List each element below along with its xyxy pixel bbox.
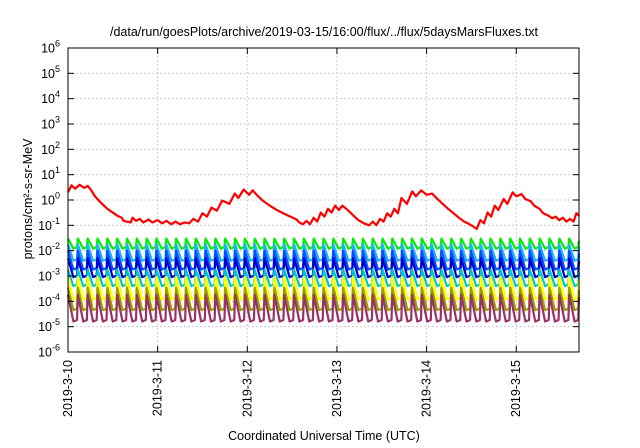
- x-axis-label: Coordinated Universal Time (UTC): [228, 429, 420, 443]
- plot-frame: [67, 47, 580, 353]
- y-tick-exponent: -4: [52, 292, 60, 302]
- y-tick-exponent: -1: [52, 216, 60, 226]
- y-tick-exponent: -2: [52, 241, 60, 251]
- x-tick-label: 2019-3-10: [61, 360, 75, 417]
- y-tick-exponent: 1: [55, 165, 60, 175]
- y-tick-label: 10-1: [38, 216, 60, 233]
- x-tick-label: 2019-3-15: [509, 360, 523, 417]
- chart-title: /data/run/goesPlots/archive/2019-03-15/1…: [110, 25, 539, 39]
- x-tick-label: 2019-3-12: [240, 360, 254, 417]
- y-tick-label: 101: [41, 165, 60, 182]
- x-tick-label: 2019-3-11: [151, 360, 165, 416]
- y-tick-exponent: 2: [55, 140, 60, 150]
- y-tick-label: 10-5: [38, 317, 60, 334]
- y-tick-labels: 10-610-510-410-310-210-11001011021031041…: [38, 39, 60, 360]
- y-tick-label: 105: [41, 64, 60, 81]
- series-layer: [66, 183, 581, 323]
- y-tick-label: 100: [41, 191, 60, 208]
- axes: [67, 47, 580, 353]
- y-tick-label: 10-4: [38, 292, 60, 309]
- y-tick-exponent: 0: [55, 191, 60, 201]
- y-tick-label: 103: [41, 115, 60, 132]
- series-line-9: [66, 293, 581, 323]
- series-line-1: [67, 183, 580, 231]
- y-tick-exponent: 3: [55, 115, 60, 125]
- x-tick-label: 2019-3-13: [330, 360, 344, 417]
- y-tick-label: 104: [41, 89, 60, 106]
- y-tick-exponent: -3: [52, 267, 60, 277]
- y-tick-exponent: 4: [55, 89, 60, 99]
- y-tick-exponent: 5: [55, 64, 60, 74]
- y-tick-exponent: 6: [55, 39, 60, 49]
- y-tick-label: 102: [41, 140, 60, 157]
- y-tick-label: 10-6: [38, 343, 60, 360]
- y-axis-label: protons/cm²-s-sr-MeV: [21, 138, 35, 260]
- y-tick-exponent: -5: [52, 317, 60, 327]
- y-tick-label: 10-2: [38, 241, 60, 258]
- y-tick-label: 106: [41, 39, 60, 56]
- y-tick-label: 10-3: [38, 267, 60, 284]
- x-tick-labels: 2019-3-10 2019-3-11 2019-3-12 2019-3-13 2019…: [61, 360, 523, 417]
- y-tick-exponent: -6: [52, 343, 60, 353]
- x-tick-label: 2019-3-14: [420, 360, 434, 417]
